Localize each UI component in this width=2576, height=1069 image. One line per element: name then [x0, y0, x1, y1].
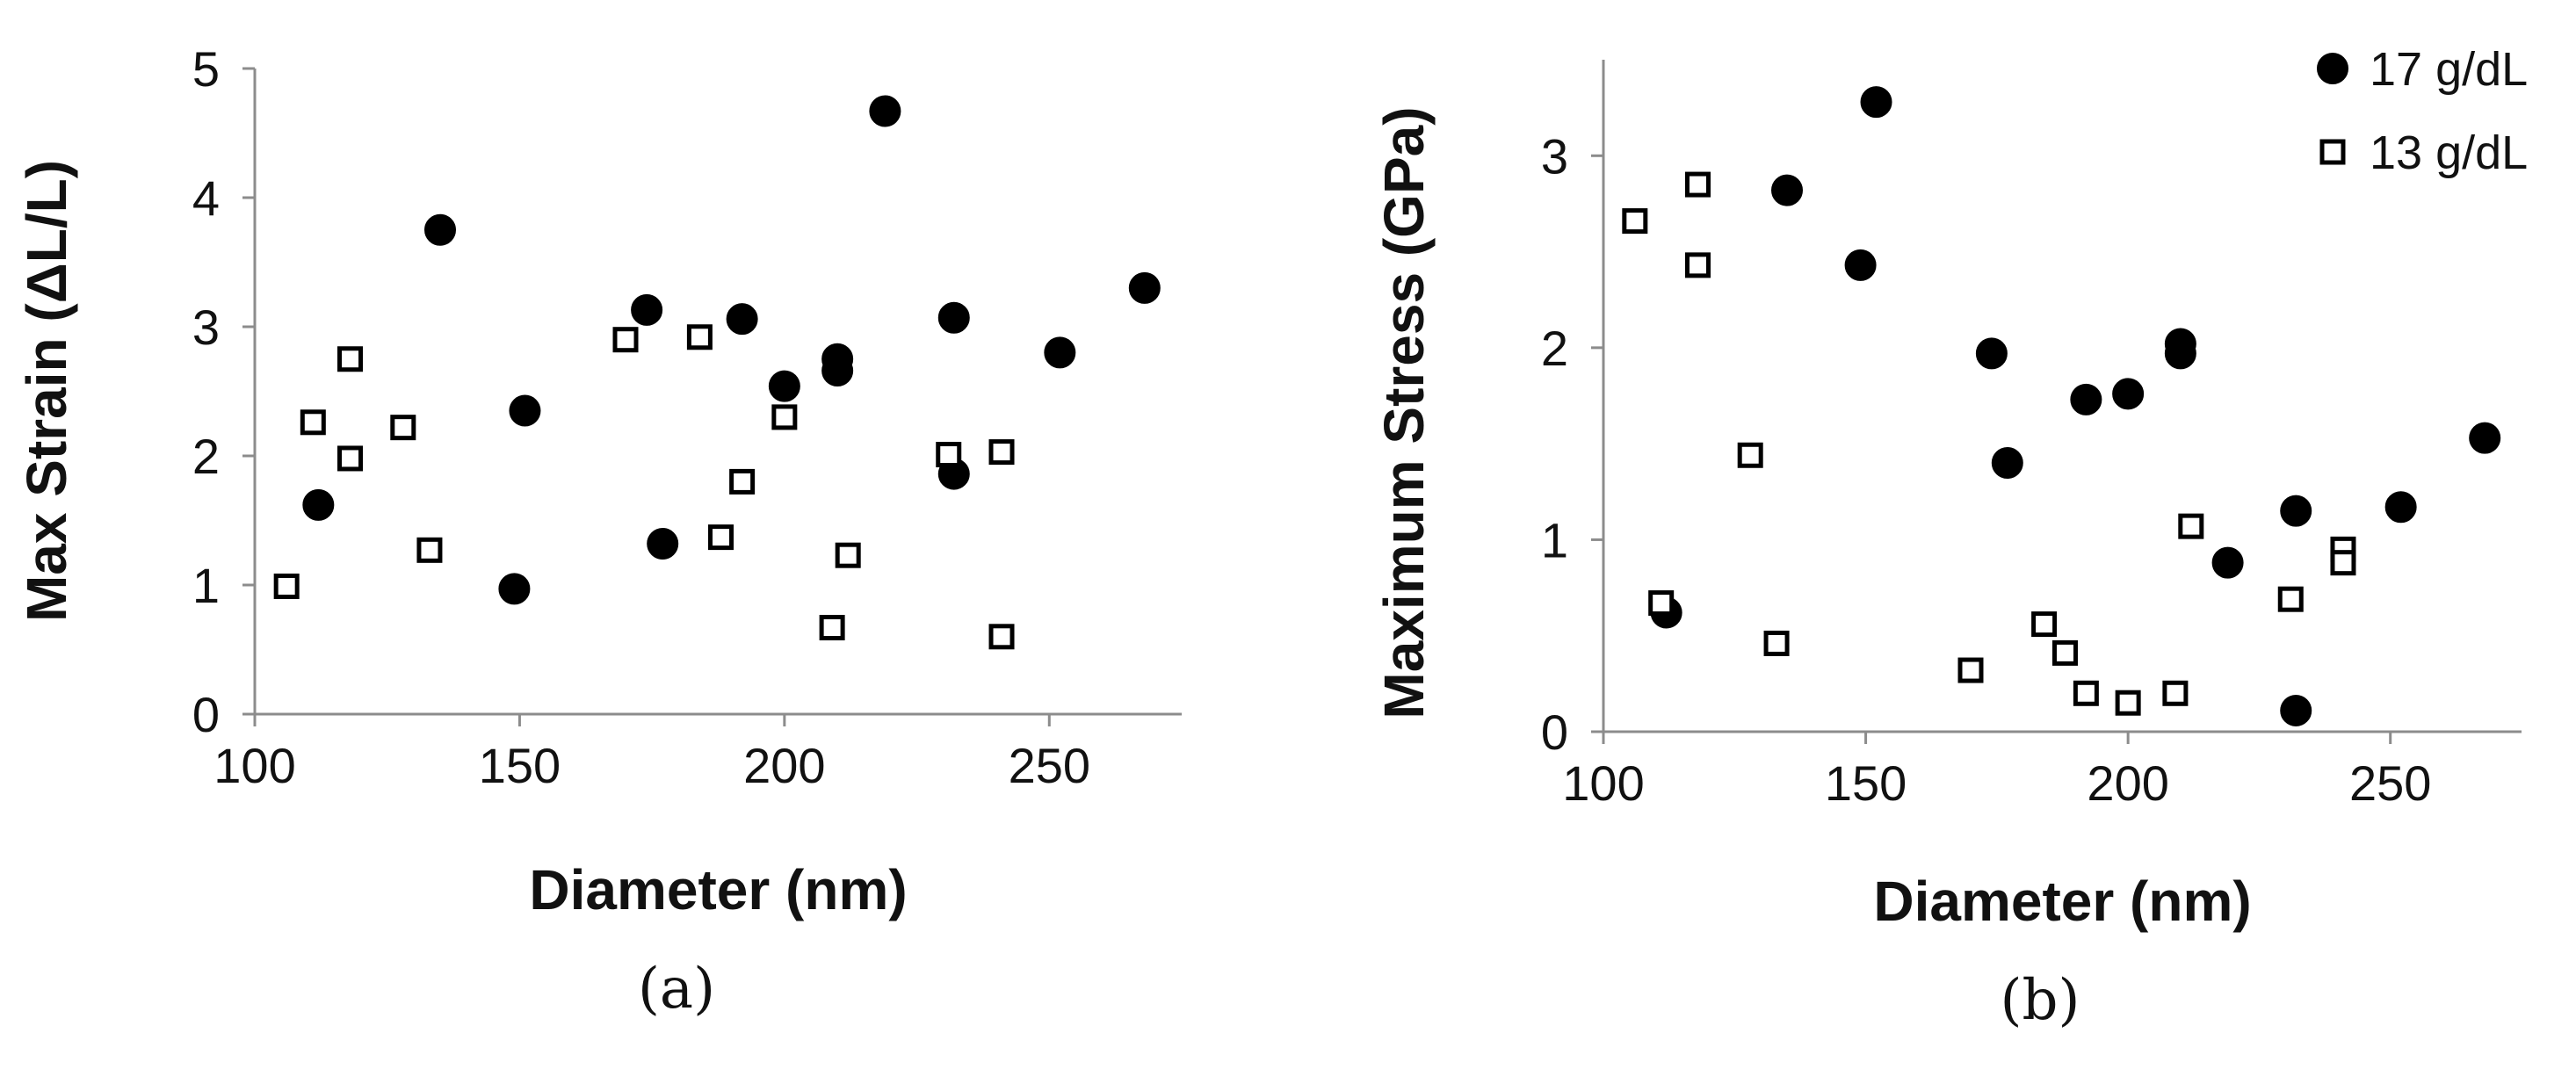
data-point-13gdl	[708, 524, 734, 551]
x-tick-label: 250	[2349, 755, 2431, 811]
legend-marker-filled-circle	[2317, 53, 2348, 84]
data-point-13gdl	[2178, 513, 2204, 539]
y-tick-label: 3	[1541, 128, 1568, 184]
y-axis-title-a: Max Strain (ΔL/L)	[15, 160, 78, 622]
x-tick-label: 100	[213, 738, 295, 793]
data-point-17gdl	[2211, 546, 2244, 579]
data-point-13gdl	[416, 537, 443, 563]
data-point-13gdl	[819, 615, 845, 641]
data-point-17gdl	[509, 394, 541, 427]
data-point-17gdl	[498, 573, 531, 605]
data-point-17gdl	[424, 213, 456, 246]
x-tick-label: 150	[479, 738, 561, 793]
y-axis-title-b: Maximum Stress (GPa)	[1372, 106, 1436, 719]
data-point-13gdl	[2162, 680, 2189, 706]
data-point-17gdl	[1844, 249, 1877, 281]
data-point-17gdl	[2280, 694, 2312, 726]
x-tick-label: 100	[1562, 755, 1644, 811]
data-point-13gdl	[2330, 550, 2356, 576]
data-point-13gdl	[1737, 442, 1763, 468]
y-tick-label: 2	[1541, 321, 1568, 376]
data-point-17gdl	[726, 303, 758, 336]
data-point-17gdl	[302, 488, 335, 521]
data-point-13gdl	[2115, 690, 2141, 716]
x-tick-label: 200	[743, 738, 825, 793]
data-point-13gdl	[936, 442, 962, 468]
chart-b-maximum-stress: 100 150 200 250 0 1 2 3 Diameter (nm) Maximum Str…	[1372, 60, 2522, 1033]
x-tick-label: 150	[1825, 755, 1907, 811]
data-point-13gdl	[2277, 586, 2304, 612]
data-point-17gdl	[1128, 271, 1161, 304]
x-tick-label: 250	[1009, 738, 1090, 793]
data-point-17gdl	[821, 354, 854, 386]
data-point-13gdl	[771, 404, 798, 430]
y-tick-label: 1	[1541, 512, 1568, 567]
data-point-13gdl	[300, 409, 326, 436]
legend-label: 13 g/dL	[2370, 126, 2528, 179]
data-point-13gdl	[2051, 639, 2078, 666]
data-point-13gdl	[1684, 171, 1711, 198]
data-point-17gdl	[2164, 337, 2196, 370]
legend: 17 g/dL 13 g/dL	[2317, 43, 2528, 179]
y-tick-label: 0	[192, 687, 220, 742]
data-point-17gdl	[2469, 422, 2501, 454]
data-point-13gdl	[2073, 680, 2099, 706]
x-axis-title-a: Diameter (nm)	[529, 858, 907, 921]
data-point-13gdl	[1648, 590, 1675, 617]
legend-label: 17 g/dL	[2370, 43, 2528, 96]
chart-a-max-strain: 100 150 200 250 0 1 2 3 4 5 Diameter (nm) Max Strai…	[15, 41, 1182, 1022]
data-point-13gdl	[1763, 630, 1790, 656]
y-tick-label: 2	[192, 429, 220, 484]
legend-marker-open-square	[2319, 139, 2346, 165]
y-tick-label: 1	[192, 558, 220, 613]
data-point-17gdl	[869, 95, 901, 127]
y-tick-label: 0	[1541, 704, 1568, 760]
data-point-17gdl	[937, 301, 970, 334]
data-point-17gdl	[1860, 86, 1892, 119]
y-tick-label: 4	[192, 170, 220, 226]
y-tick-label: 3	[192, 300, 220, 355]
x-tick-label: 200	[2087, 755, 2168, 811]
caption-a: (a)	[638, 957, 715, 1022]
data-point-13gdl	[686, 324, 713, 350]
data-point-13gdl	[1684, 252, 1711, 278]
x-axis-title-b: Diameter (nm)	[1873, 870, 2251, 933]
data-point-13gdl	[612, 327, 639, 353]
data-point-13gdl	[337, 346, 364, 372]
data-point-13gdl	[835, 542, 861, 568]
data-point-13gdl	[1957, 657, 1984, 683]
data-point-17gdl	[647, 527, 679, 560]
data-point-17gdl	[1991, 447, 2023, 479]
data-point-17gdl	[1975, 337, 2008, 370]
data-point-13gdl	[337, 445, 364, 472]
data-point-13gdl	[2031, 611, 2058, 638]
caption-b: (b)	[2001, 968, 2080, 1033]
data-point-13gdl	[729, 468, 756, 495]
data-point-17gdl	[2070, 383, 2102, 415]
data-point-17gdl	[1044, 336, 1076, 369]
data-point-13gdl	[390, 415, 416, 441]
data-point-17gdl	[631, 293, 663, 326]
data-point-13gdl	[273, 573, 300, 599]
data-point-17gdl	[2280, 495, 2312, 527]
data-point-17gdl	[2112, 378, 2145, 410]
data-point-17gdl	[768, 370, 800, 402]
data-point-13gdl	[1622, 208, 1648, 235]
y-tick-label: 5	[192, 41, 220, 97]
data-point-13gdl	[988, 624, 1015, 650]
data-point-17gdl	[1771, 174, 1803, 206]
data-point-13gdl	[988, 439, 1015, 466]
data-point-17gdl	[2384, 491, 2417, 524]
